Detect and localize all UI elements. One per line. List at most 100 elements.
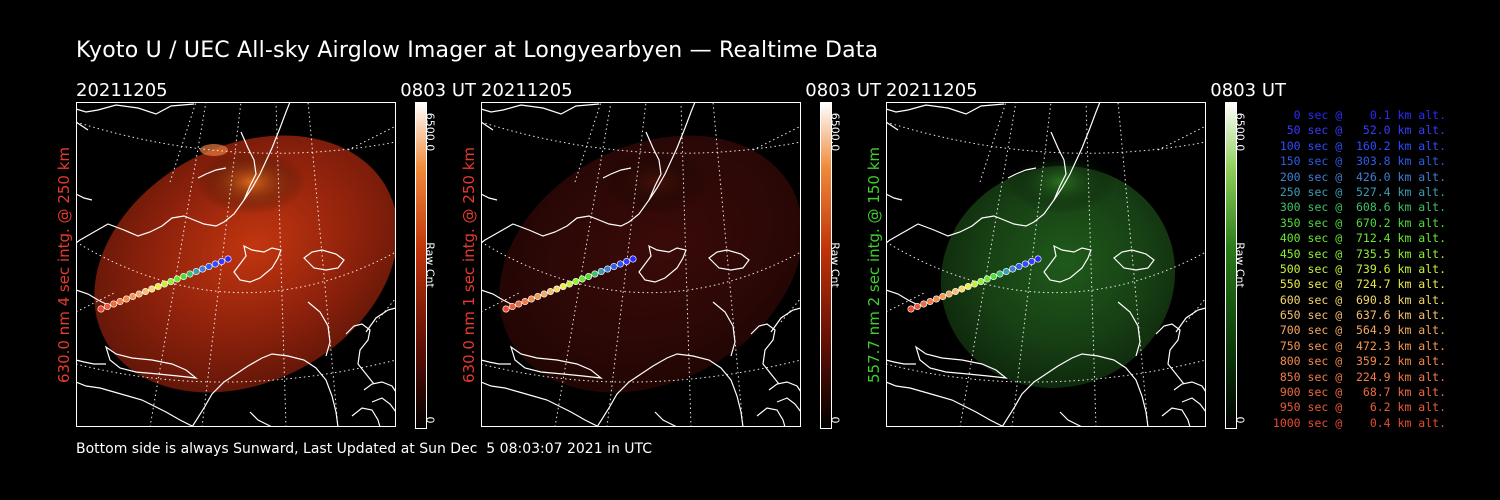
trajectory-point: [951, 288, 959, 296]
trajectory-point: [540, 290, 548, 298]
panel-date: 20211205: [76, 80, 168, 101]
footer-note: Bottom side is always Sunward, Last Upda…: [76, 441, 653, 457]
trajectory-point: [604, 265, 612, 273]
trajectory-point: [546, 288, 554, 296]
graticule-line: [76, 121, 396, 154]
coastline: [886, 381, 1005, 427]
map-frame: [886, 102, 1206, 427]
graticule-line: [481, 121, 801, 154]
coastline: [770, 307, 801, 333]
coastline: [197, 167, 227, 179]
trajectory-point: [920, 300, 928, 308]
coastline: [76, 289, 111, 307]
graticule-line: [1011, 102, 1052, 427]
coastline: [481, 131, 662, 244]
coastline: [76, 381, 195, 427]
map-frame: [76, 102, 396, 427]
colorbar: [1225, 102, 1237, 429]
legend-entry: 700 sec @ 564.9 km alt.: [1279, 323, 1446, 338]
coastline: [481, 359, 511, 365]
coastline: [1161, 407, 1191, 427]
trajectory-point: [983, 275, 991, 283]
graticule-line: [712, 102, 744, 427]
colorbar-unit: Raw Cnt: [828, 242, 842, 288]
trajectory-point: [224, 255, 232, 263]
graticule-line: [1085, 102, 1097, 427]
coastline: [654, 411, 678, 427]
trajectory-point: [932, 295, 940, 303]
coastline: [708, 249, 750, 271]
aurora-blob: [200, 144, 228, 156]
coastline: [481, 193, 498, 201]
legend-entry: 550 sec @ 724.7 km alt.: [1279, 277, 1446, 292]
coastline: [1059, 411, 1083, 427]
legend-entry: 650 sec @ 637.6 km alt.: [1279, 308, 1446, 323]
coastline: [76, 121, 89, 131]
airglow-region: [499, 135, 801, 393]
trajectory-point: [154, 283, 162, 291]
coastline: [345, 323, 375, 385]
legend-entry: 500 sec @ 739.6 km alt.: [1279, 261, 1446, 276]
trajectory-point: [148, 285, 156, 293]
coastline: [776, 397, 801, 413]
trajectory-point: [913, 303, 921, 311]
panel-date: 20211205: [886, 80, 978, 101]
trajectory-point: [958, 285, 966, 293]
panel-wavelength-label: 630.0 nm 4 sec intg. @ 250 km: [55, 146, 73, 384]
trajectory-point: [1009, 265, 1017, 273]
trajectory-point: [97, 305, 105, 313]
coastline: [249, 411, 273, 427]
coastline: [638, 244, 687, 283]
trajectory-point: [180, 273, 188, 281]
legend-entry: 350 sec @ 670.2 km alt.: [1279, 215, 1446, 230]
legend-entry: 150 sec @ 303.8 km alt.: [1279, 154, 1446, 169]
legend-entry: 50 sec @ 52.0 km alt.: [1286, 123, 1446, 138]
trajectory-point: [553, 285, 561, 293]
trajectory-point: [141, 288, 149, 296]
coastline: [1175, 307, 1206, 333]
trajectory-point: [1034, 255, 1042, 263]
panel-time: 0803 UT: [1210, 80, 1286, 101]
colorbar-unit: Raw Cnt: [423, 242, 437, 288]
graticule-line: [169, 102, 197, 183]
graticule-line: [606, 102, 647, 427]
graticule-line: [752, 125, 801, 151]
graticule-line: [347, 125, 396, 151]
graticule-line: [1185, 297, 1206, 323]
trajectory-point: [135, 290, 143, 298]
coastline: [914, 345, 1008, 379]
panel-date: 20211205: [481, 80, 573, 101]
legend-entry: 900 sec @ 68.7 km alt.: [1279, 385, 1446, 400]
coastline: [1007, 167, 1037, 179]
legend-entry: 250 sec @ 527.4 km alt.: [1279, 184, 1446, 199]
coastline: [363, 381, 396, 393]
trajectory-point: [508, 303, 516, 311]
graticule-line: [780, 297, 801, 323]
trajectory-point: [192, 268, 200, 276]
airglow-region: [940, 166, 1176, 388]
coastline: [481, 103, 600, 115]
coastline: [303, 249, 345, 271]
coastline: [1181, 397, 1206, 413]
colorbar-min: 0: [828, 416, 842, 424]
colorbar-max: 6500.0: [423, 112, 437, 152]
graticule-line: [574, 102, 602, 183]
trajectory-point: [939, 293, 947, 301]
trajectory-point: [996, 270, 1004, 278]
trajectory-point: [502, 305, 510, 313]
graticule-line: [886, 359, 1206, 383]
panel-time: 0803 UT: [805, 80, 881, 101]
graticule-line: [481, 291, 522, 313]
coastline: [886, 193, 903, 201]
legend-entry: 600 sec @ 690.8 km alt.: [1279, 292, 1446, 307]
trajectory-point: [907, 305, 915, 313]
coastline: [886, 121, 899, 131]
coastline: [1117, 301, 1141, 357]
trajectory-point: [585, 273, 593, 281]
panel-wavelength-label: 630.0 nm 1 sec intg. @ 250 km: [460, 146, 478, 384]
trajectory-point: [1002, 268, 1010, 276]
graticule-line: [375, 297, 396, 323]
coastline: [886, 131, 1067, 244]
coastline: [481, 289, 516, 307]
legend-entry: 200 sec @ 426.0 km alt.: [1279, 169, 1446, 184]
